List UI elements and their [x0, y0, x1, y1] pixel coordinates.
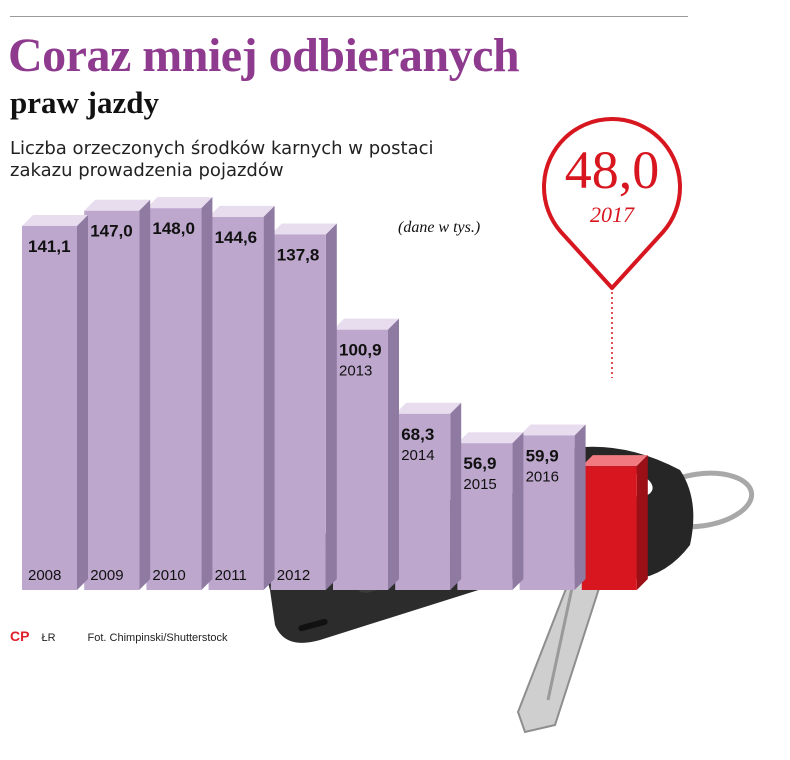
value-label-2009: 147,0	[90, 222, 133, 241]
value-label-2013: 100,9	[339, 341, 382, 360]
year-label-2015: 2015	[463, 476, 496, 493]
unit-note: (dane w tys.)	[398, 219, 481, 236]
year-label-2011: 2011	[215, 567, 247, 584]
value-label-2016: 59,9	[526, 446, 559, 465]
bar-2012	[270, 234, 326, 590]
bar-2014	[395, 413, 451, 590]
bar-2010	[146, 208, 202, 590]
bar-top-2012	[270, 223, 337, 235]
bar-2016	[519, 435, 575, 590]
highlight-value: 48,0	[565, 140, 660, 200]
author-initials: ŁR	[41, 632, 56, 644]
bar-top-2013	[333, 318, 399, 330]
bar-top-2008	[22, 214, 88, 226]
year-label-2008: 2008	[28, 567, 61, 584]
publisher-logo: CP	[10, 628, 30, 644]
bar-2008	[22, 225, 77, 590]
bar-2009	[84, 210, 140, 591]
value-label-2015: 56,9	[463, 454, 496, 473]
bar-top-2010	[146, 197, 213, 209]
chart-description: Liczba orzeczonych środków karnych w pos…	[10, 138, 434, 181]
year-label-2012: 2012	[277, 567, 310, 584]
value-label-2008: 141,1	[28, 237, 71, 256]
chart-title: Coraz mniej odbieranych	[8, 29, 520, 82]
bar-side-2014	[450, 402, 462, 590]
value-label-2010: 148,0	[152, 219, 195, 238]
bar-side-2015	[512, 432, 524, 590]
year-label-2013: 2013	[339, 363, 372, 380]
value-label-2014: 68,3	[401, 425, 434, 444]
bar-top-2014	[395, 402, 462, 414]
chart-subtitle: praw jazdy	[10, 85, 159, 120]
bar-side-2012	[325, 223, 337, 590]
highlight-pin-2017: 48,0 2017	[542, 117, 682, 378]
bar-top-2017	[581, 455, 648, 467]
bar-top-2016	[519, 424, 586, 436]
bar-side-2010	[201, 197, 213, 590]
highlight-year: 2017	[590, 202, 635, 227]
photo-credit: Fot. Chimpinski/Shutterstock	[87, 632, 228, 644]
bar-2015	[457, 443, 513, 590]
bar-side-2008	[77, 214, 88, 590]
top-rule	[10, 16, 688, 17]
bar-top-2009	[84, 199, 151, 211]
bar-top-2015	[457, 432, 524, 444]
bar-2011	[208, 216, 264, 590]
year-label-2014: 2014	[401, 447, 434, 464]
year-label-2010: 2010	[152, 567, 185, 584]
bar-side-2011	[263, 205, 275, 590]
year-label-2009: 2009	[90, 567, 123, 584]
value-label-2011: 144,6	[215, 228, 258, 247]
bar-side-2017	[636, 455, 648, 590]
credits: CP ŁR Fot. Chimpinski/Shutterstock	[10, 628, 228, 644]
value-label-2012: 137,8	[277, 245, 320, 264]
bar-side-2013	[388, 318, 399, 590]
year-label-2016: 2016	[526, 468, 559, 485]
bar-top-2011	[208, 205, 275, 217]
bar-2013	[333, 329, 388, 590]
bar-side-2016	[574, 424, 586, 590]
bar-2017	[581, 466, 637, 590]
bar-side-2009	[139, 199, 151, 591]
